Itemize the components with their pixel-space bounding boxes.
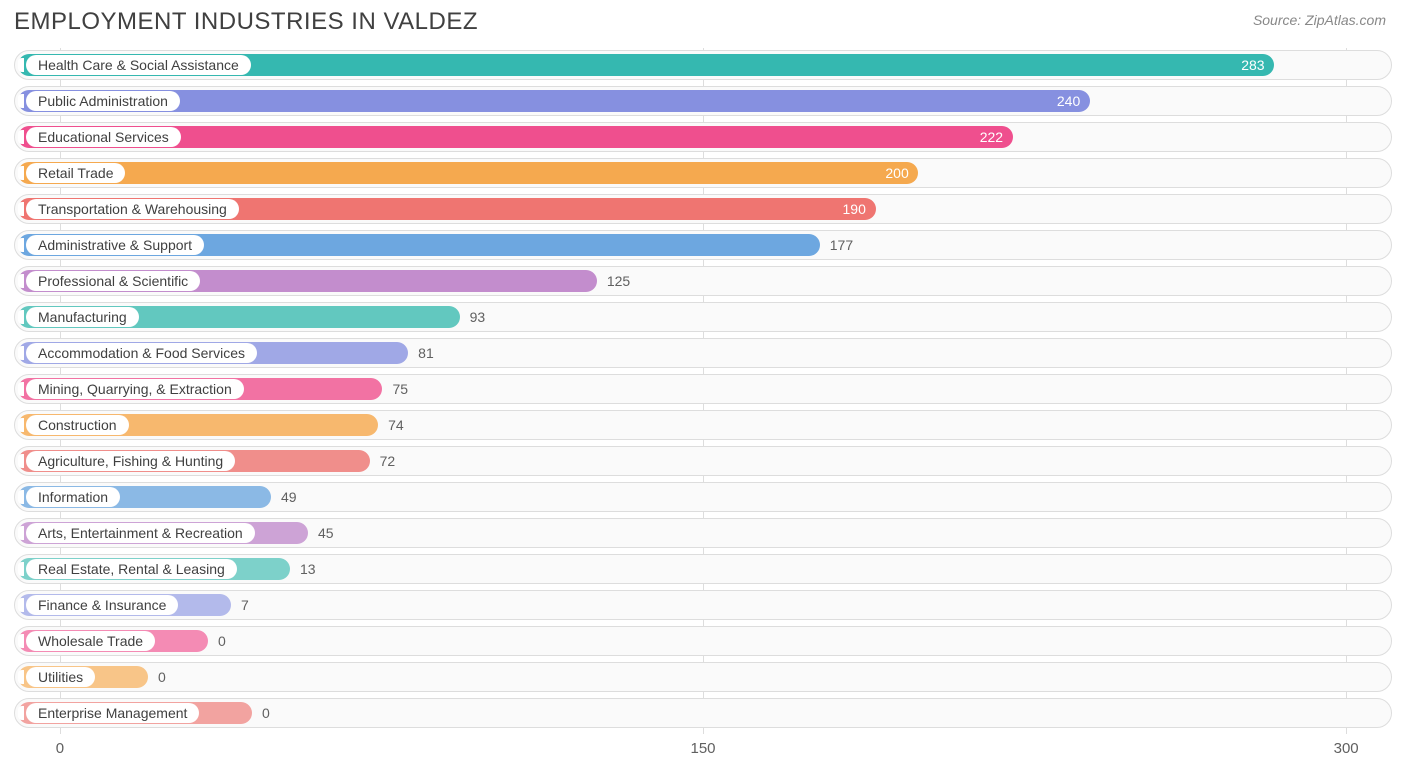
bar-label: Accommodation & Food Services bbox=[26, 343, 257, 363]
bar-row: Manufacturing 93 bbox=[14, 302, 1392, 332]
axis-tick: 300 bbox=[1334, 740, 1359, 757]
bar-value: 240 bbox=[1057, 93, 1383, 109]
bar-label: Transportation & Warehousing bbox=[26, 199, 239, 219]
bar-value: 75 bbox=[392, 381, 408, 397]
bar-label: Wholesale Trade bbox=[26, 631, 155, 651]
bar-row: Utilities 0 bbox=[14, 662, 1392, 692]
bar-value: 283 bbox=[1241, 57, 1383, 73]
bar-value: 13 bbox=[300, 561, 316, 577]
chart-title: EMPLOYMENT INDUSTRIES IN VALDEZ bbox=[14, 8, 478, 36]
source-name: ZipAtlas.com bbox=[1305, 12, 1386, 28]
bar-row: Public Administration 240 bbox=[14, 86, 1392, 116]
bar-row: Arts, Entertainment & Recreation 45 bbox=[14, 518, 1392, 548]
bar-value: 49 bbox=[281, 489, 297, 505]
bar-row: Accommodation & Food Services 81 bbox=[14, 338, 1392, 368]
bar-row: Retail Trade 200 bbox=[14, 158, 1392, 188]
bar-label: Enterprise Management bbox=[26, 703, 199, 723]
bar-label: Health Care & Social Assistance bbox=[26, 55, 251, 75]
bar-label: Administrative & Support bbox=[26, 235, 204, 255]
bar-row: Wholesale Trade 0 bbox=[14, 626, 1392, 656]
bar-label: Public Administration bbox=[26, 91, 180, 111]
bar-value: 7 bbox=[241, 597, 249, 613]
bars-container: Health Care & Social Assistance 283 Public… bbox=[14, 48, 1392, 734]
bar-label: Professional & Scientific bbox=[26, 271, 200, 291]
bar-label: Mining, Quarrying, & Extraction bbox=[26, 379, 244, 399]
bar-value: 45 bbox=[318, 525, 334, 541]
bar-row: Transportation & Warehousing 190 bbox=[14, 194, 1392, 224]
bar-row: Enterprise Management 0 bbox=[14, 698, 1392, 728]
bar-value: 0 bbox=[218, 633, 226, 649]
bar-row: Health Care & Social Assistance 283 bbox=[14, 50, 1392, 80]
source-prefix: Source: bbox=[1253, 12, 1305, 28]
bar-label: Retail Trade bbox=[26, 163, 125, 183]
bar-label: Manufacturing bbox=[26, 307, 139, 327]
bar-row: Construction 74 bbox=[14, 410, 1392, 440]
chart-area: Health Care & Social Assistance 283 Public… bbox=[14, 48, 1392, 768]
bar-label: Construction bbox=[26, 415, 129, 435]
bar-value: 0 bbox=[262, 705, 270, 721]
bar-value: 81 bbox=[418, 345, 434, 361]
bar-label: Arts, Entertainment & Recreation bbox=[26, 523, 255, 543]
chart-source: Source: ZipAtlas.com bbox=[1253, 12, 1386, 28]
bar-fill bbox=[18, 162, 918, 184]
bar-row: Finance & Insurance 7 bbox=[14, 590, 1392, 620]
bar-value: 93 bbox=[470, 309, 486, 325]
bar-value: 0 bbox=[158, 669, 166, 685]
x-axis: 0 150 300 bbox=[14, 734, 1392, 764]
bar-value: 125 bbox=[607, 273, 630, 289]
bar-label: Information bbox=[26, 487, 120, 507]
bar-value: 177 bbox=[830, 237, 853, 253]
bar-label: Educational Services bbox=[26, 127, 181, 147]
bar-row: Professional & Scientific 125 bbox=[14, 266, 1392, 296]
axis-tick: 150 bbox=[690, 740, 715, 757]
bar-label: Agriculture, Fishing & Hunting bbox=[26, 451, 235, 471]
bar-label: Finance & Insurance bbox=[26, 595, 178, 615]
bar-label: Utilities bbox=[26, 667, 95, 687]
axis-tick: 0 bbox=[56, 740, 64, 757]
bar-label: Real Estate, Rental & Leasing bbox=[26, 559, 237, 579]
bar-row: Administrative & Support 177 bbox=[14, 230, 1392, 260]
bar-value: 190 bbox=[843, 201, 1384, 217]
bar-value: 72 bbox=[380, 453, 396, 469]
bar-row: Mining, Quarrying, & Extraction 75 bbox=[14, 374, 1392, 404]
chart-header: EMPLOYMENT INDUSTRIES IN VALDEZ Source: … bbox=[0, 0, 1406, 40]
bar-row: Agriculture, Fishing & Hunting 72 bbox=[14, 446, 1392, 476]
bar-value: 74 bbox=[388, 417, 404, 433]
bar-value: 200 bbox=[885, 165, 1383, 181]
bar-row: Real Estate, Rental & Leasing 13 bbox=[14, 554, 1392, 584]
bar-value: 222 bbox=[980, 129, 1383, 145]
bar-row: Information 49 bbox=[14, 482, 1392, 512]
bar-row: Educational Services 222 bbox=[14, 122, 1392, 152]
